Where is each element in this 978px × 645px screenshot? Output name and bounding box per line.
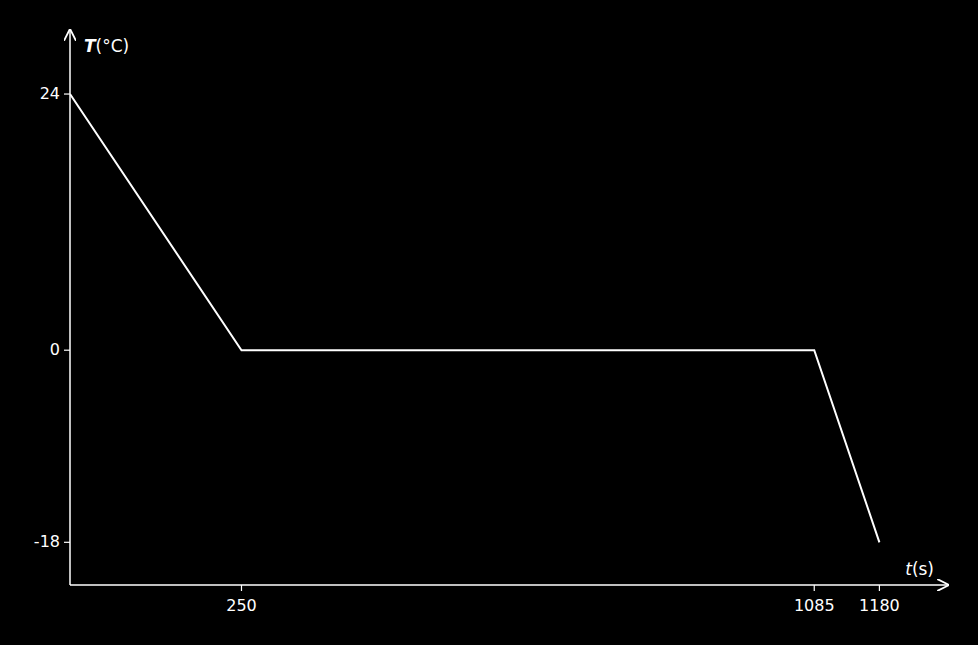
y-tick-label: 0 (50, 340, 60, 359)
y-axis (69, 30, 71, 585)
y-axis-label: T(°C) (84, 36, 129, 56)
background (0, 0, 978, 645)
y-tick (64, 542, 70, 543)
chart-svg: 250 1085 1180 -18 0 24 T(°C) t(s) (0, 0, 978, 645)
x-tick (879, 585, 880, 591)
x-tick-label: 250 (226, 596, 257, 615)
y-tick-label: -18 (34, 532, 60, 551)
y-tick (64, 350, 70, 351)
chart-root: 250 1085 1180 -18 0 24 T(°C) t(s) (0, 0, 978, 645)
data-line (70, 94, 879, 542)
x-tick (241, 585, 242, 591)
x-tick (814, 585, 815, 591)
x-tick-label: 1180 (859, 596, 900, 615)
x-axis (70, 584, 948, 586)
x-axis-label: t(s) (905, 559, 934, 579)
y-tick-label: 24 (40, 84, 60, 103)
y-tick (64, 93, 70, 94)
x-tick-label: 1085 (794, 596, 835, 615)
plot-area (70, 94, 879, 542)
